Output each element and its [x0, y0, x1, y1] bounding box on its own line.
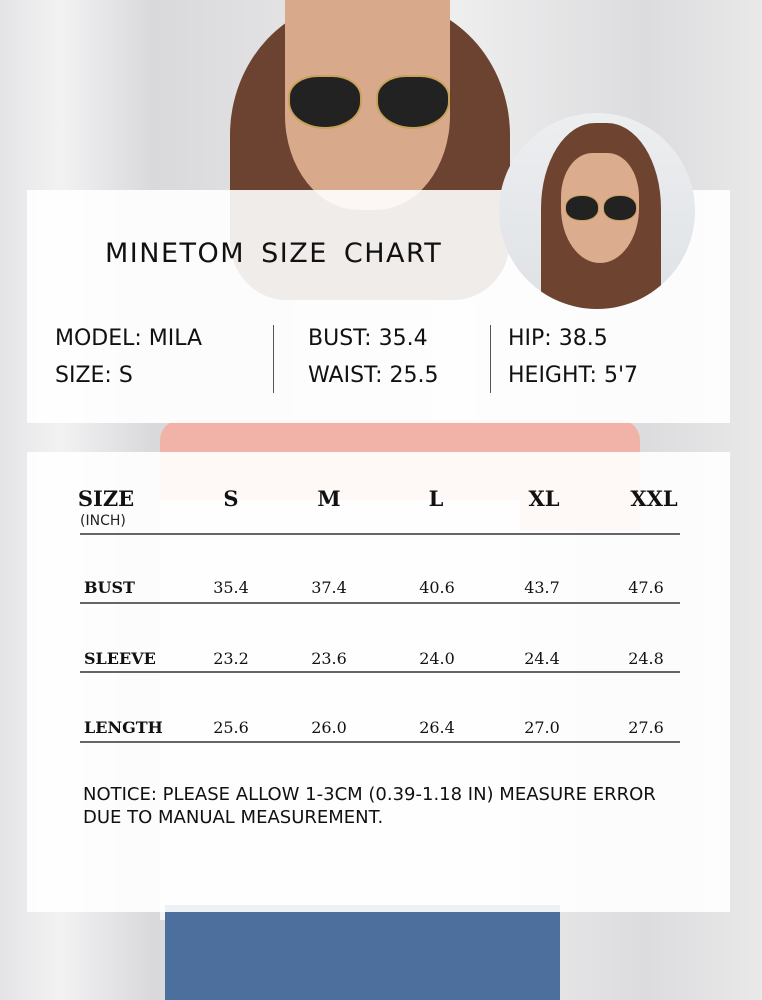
- divider: [490, 325, 491, 393]
- column-header: L: [428, 486, 444, 511]
- column-header: XXL: [630, 486, 678, 511]
- column-header: S: [223, 486, 239, 511]
- size-table-panel: [27, 452, 730, 912]
- row-label: BUST: [84, 578, 135, 597]
- column-header: M: [317, 486, 341, 511]
- row-label: SLEEVE: [84, 649, 156, 668]
- table-cell: 27.6: [628, 718, 664, 737]
- model-bust: BUST: 35.4: [308, 326, 428, 351]
- column-header: XL: [528, 486, 560, 511]
- divider: [273, 325, 274, 393]
- model-hip: HIP: 38.5: [508, 326, 608, 351]
- model-avatar: [499, 113, 695, 309]
- model-size: SIZE: S: [55, 363, 133, 388]
- sunglasses-image: [288, 75, 450, 129]
- table-cell: 26.0: [311, 718, 347, 737]
- table-cell: 23.6: [311, 649, 347, 668]
- table-cell: 27.0: [524, 718, 560, 737]
- model-height: HEIGHT: 5'7: [508, 363, 638, 388]
- notice-text: NOTICE: PLEASE ALLOW 1-3CM (0.39-1.18 IN…: [83, 784, 656, 828]
- table-cell: 43.7: [524, 578, 560, 597]
- table-cell: 24.4: [524, 649, 560, 668]
- table-cell: 24.8: [628, 649, 664, 668]
- table-cell: 47.6: [628, 578, 664, 597]
- table-cell: 23.2: [213, 649, 249, 668]
- table-cell: 35.4: [213, 578, 249, 597]
- table-divider: [80, 533, 680, 535]
- table-divider: [80, 602, 680, 604]
- table-cell: 24.0: [419, 649, 455, 668]
- row-label: LENGTH: [84, 718, 163, 737]
- table-cell: 37.4: [311, 578, 347, 597]
- page-title: MINETOM SIZE CHART: [105, 238, 443, 269]
- model-photo-jeans: [165, 905, 560, 1000]
- table-cell: 25.6: [213, 718, 249, 737]
- table-cell: 40.6: [419, 578, 455, 597]
- model-waist: WAIST: 25.5: [308, 363, 439, 388]
- table-unit: (INCH): [80, 513, 126, 529]
- table-divider: [80, 671, 680, 673]
- model-name: MODEL: MILA: [55, 326, 203, 351]
- table-cell: 26.4: [419, 718, 455, 737]
- table-divider: [80, 741, 680, 743]
- table-corner-header: SIZE: [77, 486, 135, 511]
